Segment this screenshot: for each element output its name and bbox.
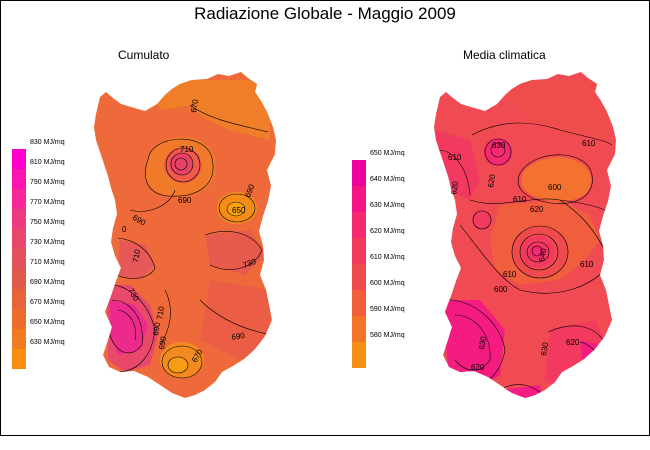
- legend-label: 810 MJ/mq: [30, 159, 65, 166]
- svg-text:610: 610: [513, 195, 527, 204]
- legend-swatch: [352, 316, 366, 342]
- legend-label: 610 MJ/mq: [370, 254, 405, 261]
- svg-text:610: 610: [582, 139, 596, 148]
- legend-label: 750 MJ/mq: [30, 219, 65, 226]
- legend-media-climatica: 650 MJ/mq 640 MJ/mq 630 MJ/mq 620 MJ/mq 610 …: [352, 150, 442, 380]
- legend-swatch: [352, 342, 366, 368]
- legend-label: 650 MJ/mq: [370, 150, 405, 157]
- legend-label: 790 MJ/mq: [30, 179, 65, 186]
- svg-text:610: 610: [448, 153, 462, 162]
- svg-text:640: 640: [537, 247, 548, 262]
- legend-swatch: [12, 329, 26, 349]
- legend-swatch: [352, 160, 366, 186]
- legend-swatch: [352, 264, 366, 290]
- panel-title-cumulato: Cumulato: [118, 48, 170, 62]
- legend-label: 630 MJ/mq: [370, 202, 405, 209]
- legend-swatch: [12, 349, 26, 369]
- svg-text:0: 0: [122, 225, 127, 234]
- svg-text:620: 620: [530, 205, 544, 214]
- svg-text:690: 690: [243, 183, 256, 199]
- svg-text:670: 670: [189, 98, 200, 113]
- legend-swatch: [352, 186, 366, 212]
- legend-label: 590 MJ/mq: [370, 306, 405, 313]
- svg-text:710: 710: [180, 145, 194, 154]
- svg-text:610: 610: [580, 260, 594, 269]
- svg-text:620: 620: [449, 180, 460, 195]
- svg-text:630: 630: [477, 335, 488, 350]
- legend-label: 730 MJ/mq: [30, 239, 65, 246]
- legend-label: 640 MJ/mq: [370, 176, 405, 183]
- contour-labels-media-climatica: 610 620 630 620 600 610 620 610 640 610 …: [448, 139, 596, 372]
- legend-swatch: [12, 189, 26, 209]
- legend-label: 600 MJ/mq: [370, 280, 405, 287]
- svg-text:690: 690: [157, 335, 168, 350]
- svg-text:710: 710: [155, 305, 166, 320]
- svg-text:620: 620: [486, 173, 497, 188]
- legend-label: 710 MJ/mq: [30, 259, 65, 266]
- legend-swatch: [352, 238, 366, 264]
- legend-label: 630 MJ/mq: [30, 339, 65, 346]
- svg-text:600: 600: [548, 183, 562, 192]
- legend-swatch: [12, 249, 26, 269]
- svg-text:600: 600: [494, 285, 508, 294]
- svg-text:630: 630: [492, 141, 506, 150]
- svg-text:620: 620: [471, 363, 485, 372]
- legend-swatch: [352, 212, 366, 238]
- svg-text:690: 690: [178, 196, 192, 205]
- legend-label: 770 MJ/mq: [30, 199, 65, 206]
- legend-label: 580 MJ/mq: [370, 332, 405, 339]
- svg-text:610: 610: [503, 270, 517, 279]
- map-media-climatica: 610 620 630 620 600 610 620 610 640 610 …: [434, 72, 616, 398]
- legend-swatch: [12, 149, 26, 169]
- legend-cumulato: 830 MJ/mq 810 MJ/mq 790 MJ/mq 770 MJ/mq 750 …: [12, 139, 102, 379]
- legend-swatch: [12, 209, 26, 229]
- legend-swatch: [12, 269, 26, 289]
- svg-text:710: 710: [131, 248, 142, 263]
- svg-text:730: 730: [242, 257, 258, 270]
- svg-text:630: 630: [539, 341, 550, 356]
- legend-swatch: [12, 229, 26, 249]
- legend-label: 650 MJ/mq: [30, 319, 65, 326]
- svg-text:620: 620: [566, 338, 580, 347]
- legend-label: 670 MJ/mq: [30, 299, 65, 306]
- legend-swatch: [12, 309, 26, 329]
- legend-label: 620 MJ/mq: [370, 228, 405, 235]
- svg-text:690: 690: [231, 331, 246, 342]
- map-cumulato: 670 710 690 690 650 0 690 710 730 730 71…: [94, 72, 276, 398]
- legend-label: 830 MJ/mq: [30, 139, 65, 146]
- panel-title-media-climatica: Media climatica: [463, 48, 546, 62]
- svg-text:690: 690: [151, 321, 162, 336]
- figure-title: Radiazione Globale - Maggio 2009: [194, 4, 456, 23]
- legend-swatch: [12, 169, 26, 189]
- contour-labels-cumulato: 670 710 690 690 650 0 690 710 730 730 71…: [122, 98, 258, 364]
- legend-swatch: [12, 289, 26, 309]
- svg-text:650: 650: [232, 206, 246, 215]
- legend-label: 690 MJ/mq: [30, 279, 65, 286]
- legend-swatch: [352, 290, 366, 316]
